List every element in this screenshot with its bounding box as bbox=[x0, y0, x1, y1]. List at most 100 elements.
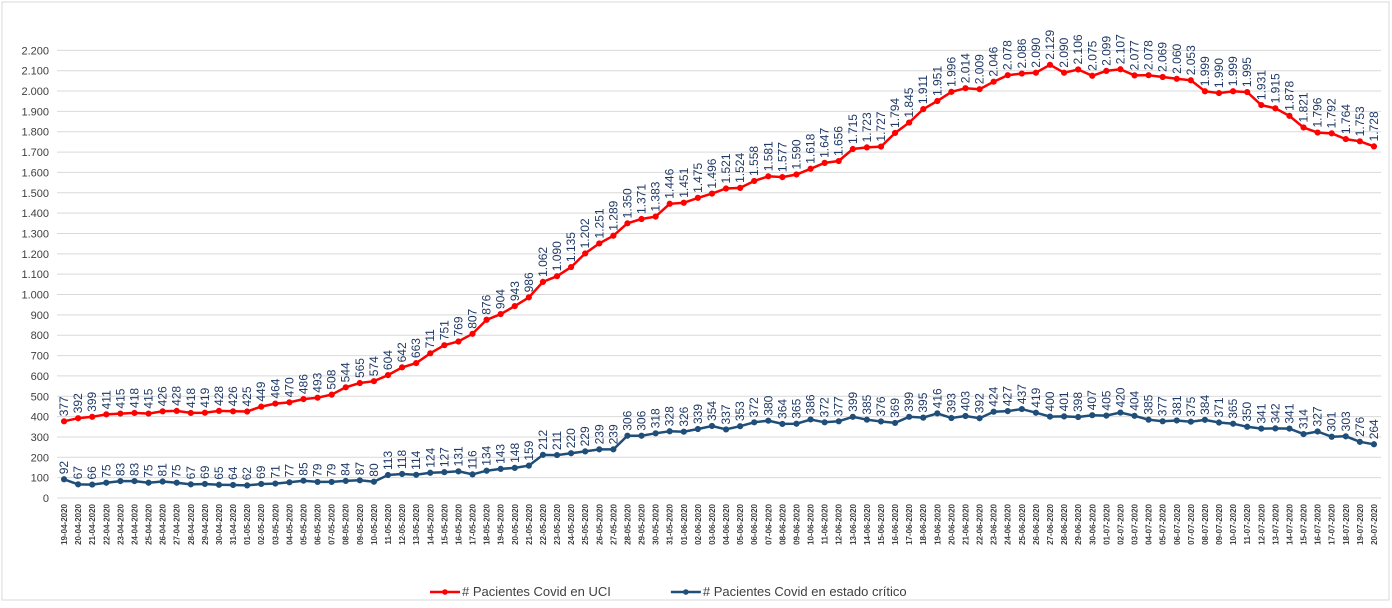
data-label: 2.086 bbox=[1015, 38, 1029, 68]
x-tick-label: 03-07-2020 bbox=[1131, 503, 1140, 544]
y-tick-label: 1.700 bbox=[21, 147, 49, 159]
data-label: 711 bbox=[423, 329, 437, 348]
data-label: 2.060 bbox=[1170, 43, 1184, 73]
x-tick-label: 05-07-2020 bbox=[1159, 503, 1168, 544]
data-label: 1.845 bbox=[902, 87, 916, 117]
data-label: 67 bbox=[184, 466, 198, 480]
point bbox=[1032, 69, 1040, 76]
x-tick-label: 18-07-2020 bbox=[1342, 503, 1351, 544]
x-tick-label: 24-04-2020 bbox=[130, 503, 139, 544]
point bbox=[722, 426, 730, 433]
y-tick-label: 1.600 bbox=[21, 167, 49, 179]
data-label: 1.647 bbox=[818, 128, 832, 158]
y-tick-label: 1.400 bbox=[21, 208, 49, 220]
point bbox=[1314, 428, 1321, 435]
y-tick-label: 600 bbox=[31, 371, 49, 383]
point bbox=[1173, 75, 1180, 82]
x-tick-label: 28-04-2020 bbox=[187, 503, 196, 544]
data-label: 377 bbox=[57, 396, 71, 416]
point bbox=[89, 481, 96, 488]
point bbox=[427, 469, 434, 476]
x-tick-label: 12-05-2020 bbox=[398, 503, 407, 544]
data-label: 229 bbox=[578, 426, 592, 446]
point bbox=[60, 418, 68, 425]
x-tick-label: 12-07-2020 bbox=[1257, 503, 1266, 544]
data-label: 1.371 bbox=[635, 184, 649, 214]
data-label: 1.350 bbox=[620, 188, 634, 218]
x-tick-label: 03-06-2020 bbox=[708, 503, 717, 544]
x-tick-label: 17-07-2020 bbox=[1328, 503, 1337, 544]
point bbox=[1356, 138, 1363, 145]
point bbox=[1018, 70, 1025, 77]
point bbox=[1131, 412, 1138, 419]
data-label: 1.135 bbox=[564, 232, 578, 262]
data-label: 1.383 bbox=[649, 181, 663, 211]
point bbox=[145, 410, 152, 417]
data-label: 371 bbox=[1212, 397, 1226, 417]
point bbox=[1018, 405, 1025, 413]
data-label: 375 bbox=[1184, 396, 1198, 416]
x-tick-label: 11-06-2020 bbox=[821, 503, 830, 544]
x-tick-label: 15-07-2020 bbox=[1300, 503, 1309, 544]
data-label: 276 bbox=[1353, 416, 1367, 436]
point bbox=[1103, 67, 1110, 74]
x-tick-label: 11-07-2020 bbox=[1243, 503, 1252, 544]
x-tick-label: 30-06-2020 bbox=[1088, 503, 1097, 544]
data-label: 392 bbox=[973, 393, 987, 413]
y-tick-label: 1.200 bbox=[21, 249, 49, 261]
data-label: 77 bbox=[282, 464, 296, 478]
x-tick-label: 06-06-2020 bbox=[750, 503, 759, 544]
point bbox=[229, 408, 237, 415]
y-tick-label: 1.900 bbox=[21, 106, 49, 118]
point bbox=[258, 480, 265, 488]
data-label: 425 bbox=[240, 386, 254, 406]
data-label: 405 bbox=[1099, 390, 1113, 410]
data-label: 2.078 bbox=[1001, 40, 1015, 70]
y-tick-label: 200 bbox=[31, 452, 49, 464]
point bbox=[1089, 412, 1096, 419]
point bbox=[821, 159, 828, 166]
data-label: 1.475 bbox=[691, 163, 705, 193]
point bbox=[1370, 441, 1378, 448]
data-label: 79 bbox=[325, 463, 339, 477]
y-tick-label: 2.200 bbox=[21, 45, 49, 57]
point bbox=[1117, 66, 1124, 73]
point bbox=[187, 409, 194, 417]
y-tick-label: 100 bbox=[31, 473, 49, 485]
point bbox=[258, 403, 265, 410]
data-label: 1.878 bbox=[1282, 81, 1296, 111]
legend-marker bbox=[442, 589, 448, 595]
series-line bbox=[63, 63, 1375, 423]
data-label: 769 bbox=[451, 316, 465, 336]
data-label: 380 bbox=[761, 395, 775, 415]
data-label: 1.764 bbox=[1339, 104, 1353, 134]
point bbox=[187, 481, 194, 488]
x-tick-label: 10-07-2020 bbox=[1229, 503, 1238, 544]
point bbox=[483, 467, 490, 474]
data-label: 424 bbox=[987, 386, 1001, 406]
data-label: 353 bbox=[733, 401, 747, 421]
data-label: 1.577 bbox=[775, 142, 789, 172]
data-label: 341 bbox=[1254, 403, 1268, 423]
point bbox=[934, 97, 941, 105]
data-label: 2.014 bbox=[958, 53, 972, 83]
data-label: 326 bbox=[677, 406, 691, 426]
data-label: 1.590 bbox=[789, 139, 803, 169]
data-label: 449 bbox=[254, 381, 268, 401]
legend-label: # Pacientes Covid en estado crítico bbox=[703, 584, 907, 599]
point bbox=[1244, 88, 1251, 96]
data-label: 464 bbox=[268, 378, 282, 398]
data-label: 2.077 bbox=[1128, 40, 1142, 70]
data-label: 404 bbox=[1128, 390, 1142, 410]
point bbox=[638, 432, 645, 439]
point bbox=[455, 338, 462, 345]
x-tick-label: 25-06-2020 bbox=[1018, 503, 1027, 544]
point bbox=[920, 414, 927, 421]
point bbox=[1145, 72, 1152, 79]
point bbox=[722, 185, 730, 192]
x-tick-label: 02-06-2020 bbox=[694, 503, 703, 544]
data-label: 75 bbox=[99, 464, 113, 478]
data-label: 2.009 bbox=[973, 54, 987, 84]
data-label: 1.821 bbox=[1297, 92, 1311, 122]
data-label: 2.078 bbox=[1142, 40, 1156, 70]
